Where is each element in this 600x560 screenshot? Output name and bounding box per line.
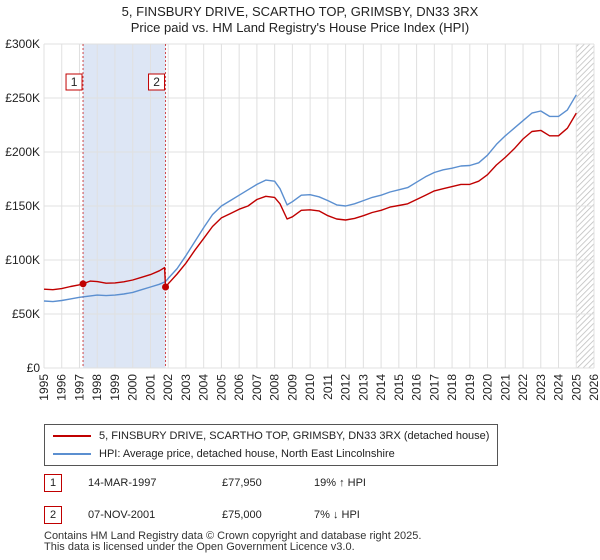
y-tick-label: £250K — [5, 91, 40, 105]
legend-item-hpi: HPI: Average price, detached house, Nort… — [53, 446, 395, 462]
sale-price: £77,950 — [222, 477, 262, 489]
x-tick-label: 2026 — [587, 374, 600, 401]
grid-layer — [43, 43, 595, 369]
sale-point-marker — [79, 280, 87, 288]
series-layer — [43, 94, 577, 303]
sale-label-frame — [65, 73, 83, 91]
x-tick-label: 1995 — [37, 374, 51, 401]
sale-point-marker — [162, 283, 170, 291]
x-tick-label: 2011 — [321, 374, 335, 400]
x-tick-label: 2024 — [552, 374, 566, 401]
x-tick-label: 2021 — [498, 374, 512, 401]
legend-label-hpi: HPI: Average price, detached house, Nort… — [99, 448, 395, 460]
sale-label-box: 2 — [148, 73, 166, 91]
sale-date: 14-MAR-1997 — [88, 477, 157, 489]
footer: Contains HM Land Registry data © Crown c… — [44, 531, 421, 553]
legend-swatch-hpi — [53, 453, 91, 456]
legend: 5, FINSBURY DRIVE, SCARTHO TOP, GRIMSBY,… — [44, 424, 498, 466]
x-tick-label: 1996 — [55, 374, 69, 401]
legend-swatch-property — [53, 435, 91, 438]
x-tick-label: 2010 — [303, 374, 317, 401]
sale-label-text: 1 — [71, 75, 78, 89]
x-tick-label: 2025 — [569, 374, 583, 401]
sale-label-text: 2 — [153, 75, 160, 89]
chart-title-line2: Price paid vs. HM Land Registry's House … — [130, 20, 470, 35]
sale-number-badge: 2 — [44, 506, 62, 524]
y-tick-label: £200K — [5, 145, 40, 159]
x-tick-label: 2019 — [463, 374, 477, 401]
sale-label-box: 1 — [65, 73, 83, 91]
x-tick-label: 2002 — [161, 374, 175, 401]
x-tick-label: 2008 — [268, 374, 282, 401]
y-tick-label: £50K — [12, 307, 40, 321]
property-series-line — [43, 112, 577, 291]
x-tick-label: 1997 — [72, 374, 86, 401]
x-tick-label: 2009 — [285, 374, 299, 401]
x-tick-label: 2016 — [410, 374, 424, 401]
footer-licence: This data is licensed under the Open Gov… — [44, 541, 355, 553]
y-tick-label: £0 — [27, 361, 41, 375]
x-tick-label: 2022 — [516, 374, 530, 401]
sale-hpi-comparison: 19% ↑ HPI — [314, 477, 366, 489]
y-tick-label: £150K — [5, 199, 40, 213]
x-tick-label: 2005 — [214, 374, 228, 401]
x-tick-label: 2013 — [356, 374, 370, 401]
x-tick-label: 2007 — [250, 374, 264, 401]
legend-label-property: 5, FINSBURY DRIVE, SCARTHO TOP, GRIMSBY,… — [99, 430, 490, 442]
x-tick-label: 2017 — [427, 374, 441, 401]
x-tick-label: 2004 — [197, 374, 211, 401]
x-tick-label: 2015 — [392, 374, 406, 401]
footer-copyright: Contains HM Land Registry data © Crown c… — [44, 530, 422, 542]
y-tick-label: £300K — [5, 37, 40, 51]
sale-number-badge: 1 — [44, 474, 62, 492]
x-tick-label: 2000 — [126, 374, 140, 401]
x-tick-label: 2012 — [339, 374, 353, 401]
hpi-series-line — [43, 94, 577, 303]
sale-date: 07-NOV-2001 — [88, 509, 156, 521]
x-tick-label: 1998 — [90, 374, 104, 401]
x-tick-label: 2018 — [445, 374, 459, 401]
y-tick-label: £100K — [5, 253, 40, 267]
x-tick-label: 2014 — [374, 374, 388, 401]
chart-title-line1: 5, FINSBURY DRIVE, SCARTHO TOP, GRIMSBY,… — [121, 4, 479, 19]
sale-hpi-comparison: 7% ↓ HPI — [314, 509, 360, 521]
x-tick-label: 2003 — [179, 374, 193, 401]
chart-title: 5, FINSBURY DRIVE, SCARTHO TOP, GRIMSBY,… — [0, 4, 600, 36]
sale-price: £75,000 — [222, 509, 262, 521]
x-tick-label: 2006 — [232, 374, 246, 401]
x-tick-label: 2001 — [143, 374, 157, 401]
sale-label-frame — [148, 73, 166, 91]
legend-item-property: 5, FINSBURY DRIVE, SCARTHO TOP, GRIMSBY,… — [53, 428, 489, 444]
x-tick-label: 1999 — [108, 374, 122, 401]
x-tick-label: 2020 — [481, 374, 495, 401]
x-tick-label: 2023 — [534, 374, 548, 401]
